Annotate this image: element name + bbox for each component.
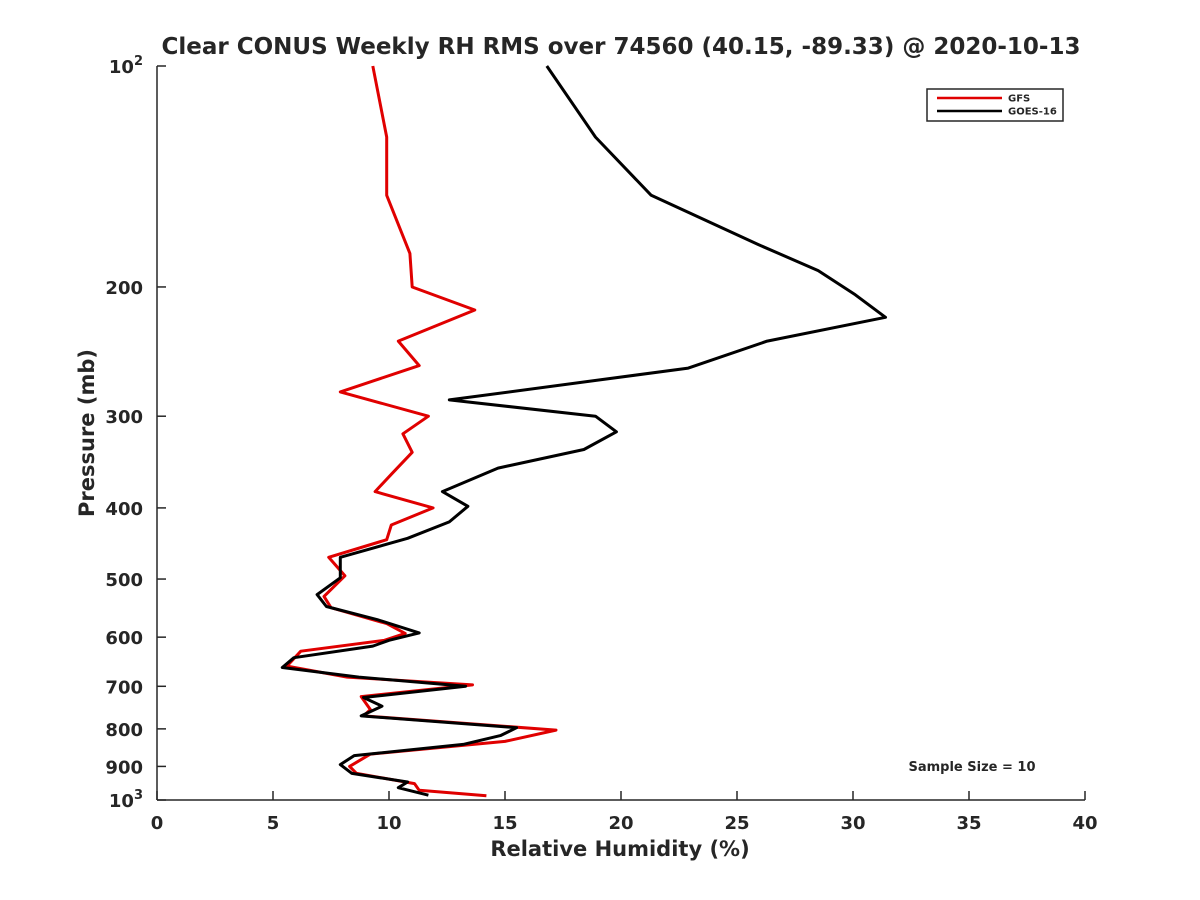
x-tick-label: 5 <box>267 813 280 834</box>
series-line-gfs <box>285 65 558 798</box>
x-tick-label: 30 <box>840 813 865 834</box>
x-axis-label: Relative Humidity (%) <box>490 837 749 861</box>
y-tick-label: 700 <box>105 677 143 698</box>
legend-label: GFS <box>1008 94 1030 105</box>
y-tick-label: 200 <box>105 278 143 299</box>
chart-title: Clear CONUS Weekly RH RMS over 74560 (40… <box>162 34 1081 60</box>
series-line-goes-16 <box>280 65 887 797</box>
legend: GFS GOES-16 <box>926 88 1064 122</box>
legend-label: GOES-16 <box>1008 107 1057 118</box>
x-tick-label: 0 <box>151 813 164 834</box>
x-tick-label: 25 <box>724 813 749 834</box>
legend-box <box>926 88 1064 122</box>
x-tick-label: 20 <box>608 813 633 834</box>
y-tick-label: 103 <box>109 788 143 812</box>
y-tick-label: 300 <box>105 407 143 428</box>
y-tick-label: 500 <box>105 570 143 591</box>
y-tick-label: 600 <box>105 628 143 649</box>
y-tick-label: 900 <box>105 757 143 778</box>
x-tick-label: 35 <box>956 813 981 834</box>
x-tick-label: 15 <box>492 813 517 834</box>
sample-size-annotation: Sample Size = 10 <box>908 760 1035 775</box>
y-tick-label: 800 <box>105 720 143 741</box>
x-tick-label: 40 <box>1072 813 1097 834</box>
x-tick-label: 10 <box>376 813 401 834</box>
axes-layer: 0 5 10 15 20 25 30 35 40 102 200 300 400 500 600 700 800… <box>105 54 1097 834</box>
y-axis-label: Pressure (mb) <box>75 349 99 517</box>
y-tick-label: 400 <box>105 499 143 520</box>
series-layer <box>280 65 887 798</box>
y-tick-label: 102 <box>109 54 143 78</box>
